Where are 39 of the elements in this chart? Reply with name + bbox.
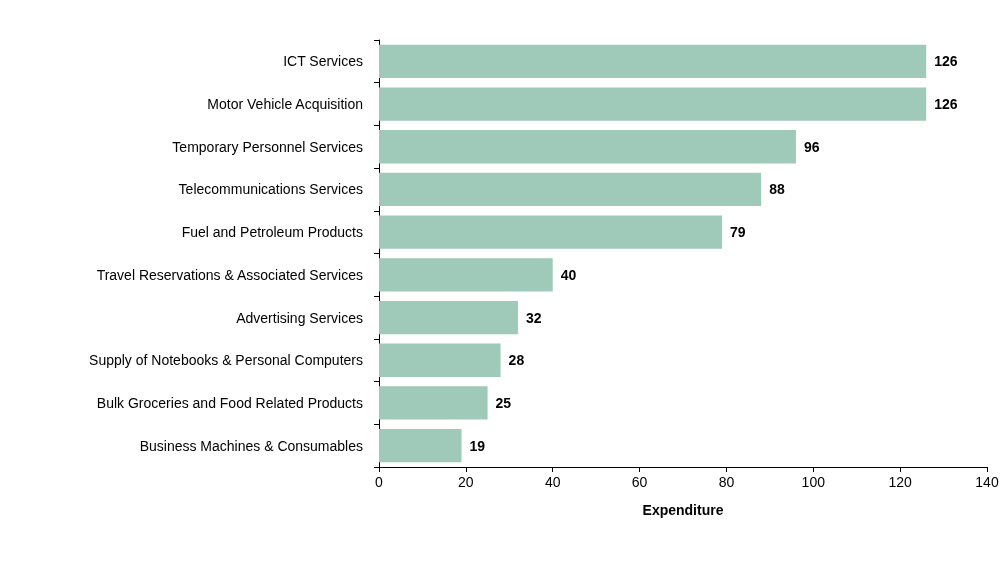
bar [379,386,488,420]
data-label: 96 [803,138,820,155]
x-tick-label: 80 [718,474,735,490]
x-tick-label: 60 [631,474,648,490]
x-axis-title: Expenditure [642,502,724,518]
data-label: 19 [469,437,486,454]
y-tick-label: Telecommunications Services [178,181,363,198]
x-tick-label: 20 [458,474,474,490]
data-label: 88 [769,181,785,198]
bar [379,44,927,78]
x-tick-label: 40 [544,474,561,490]
data-label: 126 [934,53,958,70]
data-label: 32 [525,309,542,326]
y-tick-label: Business Machines & Consumables [139,437,363,454]
y-tick-label: Bulk Groceries and Food Related Products [96,394,363,411]
bar [379,343,501,377]
bar [379,87,927,121]
x-tick-label: 120 [888,474,913,490]
bar [379,130,796,164]
bar [379,258,553,292]
bar [379,172,762,207]
data-label: 126 [934,96,958,113]
x-tick-label: 100 [801,474,826,490]
y-tick-label: Motor Vehicle Acquisition [207,96,363,113]
y-tick-label: ICT Services [283,53,363,70]
bar [379,300,518,335]
y-tick-label: Fuel and Petroleum Products [181,224,363,241]
x-tick-label: 140 [975,474,999,490]
y-tick-label: Temporary Personnel Services [172,138,363,155]
y-tick-label: Supply of Notebooks & Personal Computers [89,352,363,369]
x-tick-label: 0 [375,474,384,490]
y-tick-label: Advertising Services [236,309,363,326]
data-label: 28 [508,352,525,369]
y-tick-label: Travel Reservations & Associated Services [96,266,363,283]
data-label: 25 [495,394,512,411]
data-label: 79 [730,224,746,241]
data-label: 40 [560,266,577,283]
bar [379,429,462,463]
bar [379,215,723,249]
